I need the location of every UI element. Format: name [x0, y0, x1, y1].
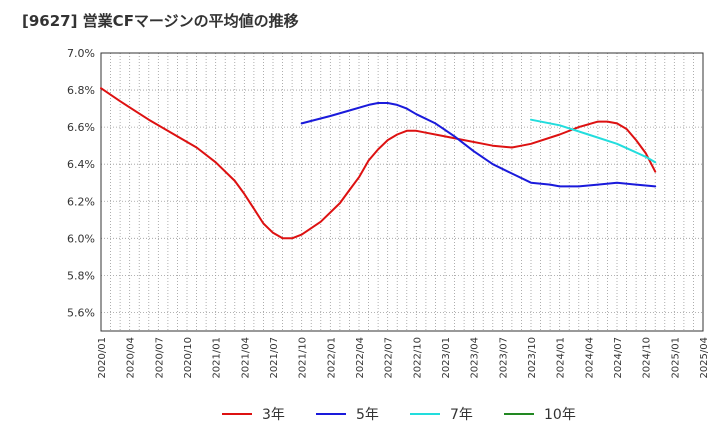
x-tick-label: 2025/01 [670, 337, 681, 379]
legend-label: 3年 [262, 407, 285, 423]
x-tick-label: 2022/01 [326, 337, 337, 379]
y-tick-label: 6.6% [67, 121, 95, 134]
x-tick-label: 2020/04 [126, 337, 137, 379]
x-tick-label: 2023/01 [441, 337, 452, 379]
x-tick-label: 2022/04 [355, 337, 366, 379]
x-tick-label: 2021/07 [269, 337, 280, 379]
x-tick-label: 2021/04 [240, 337, 251, 379]
x-tick-label: 2024/10 [642, 337, 653, 379]
series-line-3年 [100, 87, 657, 240]
y-tick-label: 5.6% [67, 306, 95, 319]
y-tick-label: 6.0% [67, 232, 95, 245]
x-tick-label: 2024/01 [556, 337, 567, 379]
x-tick-label: 2025/04 [699, 337, 710, 379]
x-tick-label: 2024/07 [613, 337, 624, 379]
legend-label: 5年 [356, 407, 379, 423]
legend-label: 7年 [450, 407, 473, 423]
x-tick-label: 2022/10 [412, 337, 423, 379]
x-tick-label: 2021/01 [212, 337, 223, 379]
x-tick-label: 2020/07 [154, 337, 165, 379]
y-tick-label: 6.8% [67, 84, 95, 97]
x-tick-label: 2020/10 [183, 337, 194, 379]
x-tick-label: 2020/01 [97, 337, 108, 379]
x-tick-label: 2023/10 [527, 337, 538, 379]
x-tick-label: 2024/04 [584, 337, 595, 379]
series-line-7年 [530, 118, 657, 164]
y-tick-label: 7.0% [67, 47, 95, 60]
y-tick-label: 5.8% [67, 269, 95, 282]
x-tick-label: 2021/10 [298, 337, 309, 379]
legend-label: 10年 [544, 407, 576, 423]
series-line-5年 [300, 102, 657, 188]
chart-title: [9627] 営業CFマージンの平均値の推移 [22, 12, 299, 30]
x-tick-label: 2023/07 [498, 337, 509, 379]
x-tick-label: 2023/04 [470, 337, 481, 379]
y-tick-label: 6.2% [67, 195, 95, 208]
y-tick-label: 6.4% [67, 158, 95, 171]
plot-frame [100, 52, 704, 332]
x-tick-label: 2022/07 [384, 337, 395, 379]
